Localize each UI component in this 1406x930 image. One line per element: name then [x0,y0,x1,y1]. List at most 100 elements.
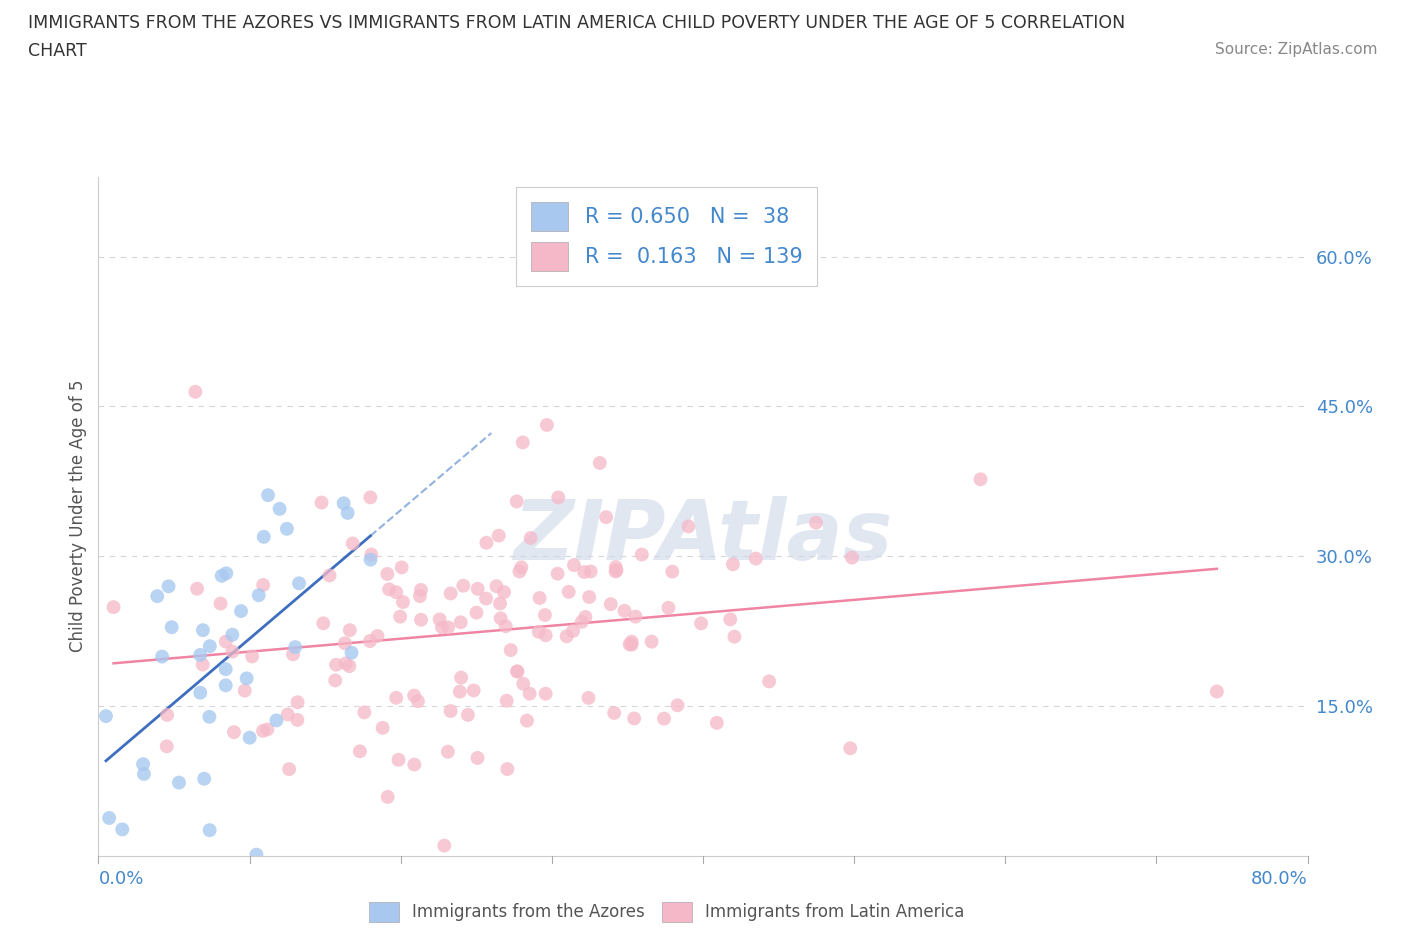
Point [690,616,713,631]
Point [98,811,121,826]
Point [718,612,741,627]
Point [450,615,472,630]
Point [132,766,155,781]
Point [221,644,243,659]
Point [247,588,270,603]
Point [233,684,256,698]
Point [547,566,569,581]
Point [284,640,307,655]
Point [506,664,529,679]
Point [198,823,221,838]
Point [439,586,461,601]
Point [325,658,347,672]
Point [339,623,361,638]
Point [499,643,522,658]
Point [433,838,456,853]
Point [574,565,596,579]
Point [492,585,515,600]
Point [340,645,363,660]
Point [288,576,311,591]
Point [349,744,371,759]
Point [475,591,498,606]
Point [278,762,301,777]
Point [578,690,600,705]
Point [160,619,183,634]
Point [519,686,541,701]
Point [186,581,208,596]
Point [209,596,232,611]
Point [392,594,415,609]
Point [449,684,471,699]
Point [495,618,517,633]
Point [385,690,408,705]
Point [222,724,245,739]
Point [589,456,612,471]
Point [337,658,360,673]
Point [103,600,125,615]
Point [257,487,280,502]
Point [332,496,354,511]
Point [620,634,643,649]
Point [571,615,593,630]
Point [969,472,991,486]
Point [360,552,382,567]
Point [630,547,652,562]
Y-axis label: Child Poverty Under the Age of 5: Child Poverty Under the Age of 5 [69,379,87,653]
Point [156,708,179,723]
Point [156,738,179,753]
Point [640,634,662,649]
Point [529,591,551,605]
Point [440,704,463,719]
Point [657,601,679,616]
Point [389,609,412,624]
Point [457,708,479,723]
Point [562,623,585,638]
Point [111,822,134,837]
Point [285,712,308,727]
Point [94,709,117,724]
Point [253,529,276,544]
Point [547,490,569,505]
Point [378,582,401,597]
Point [277,707,299,722]
Point [516,713,538,728]
Point [318,568,340,583]
Text: ZIPAtlas: ZIPAtlas [513,496,893,577]
Point [150,649,173,664]
Point [519,530,541,545]
Point [624,609,647,624]
Point [359,633,381,648]
Point [706,715,728,730]
Point [534,628,557,643]
Point [1206,684,1229,699]
Point [721,557,744,572]
Point [409,589,432,604]
Point [512,676,534,691]
Point [221,627,243,642]
Point [475,536,498,551]
Point [184,384,207,399]
Point [578,590,600,604]
Point [252,724,274,738]
Point [366,629,388,644]
Point [167,775,190,790]
Point [235,671,257,685]
Point [245,847,267,862]
Point [678,519,700,534]
Point [211,568,233,583]
Point [437,620,460,635]
Point [193,771,215,786]
Point [661,565,683,579]
Point [239,730,262,745]
Point [191,623,214,638]
Point [385,585,408,600]
Point [132,757,155,772]
Point [527,624,550,639]
Point [252,578,274,592]
Point [215,565,238,580]
Point [323,673,346,688]
Point [437,744,460,759]
Point [620,637,643,652]
Point [335,656,357,671]
Point [453,578,475,593]
